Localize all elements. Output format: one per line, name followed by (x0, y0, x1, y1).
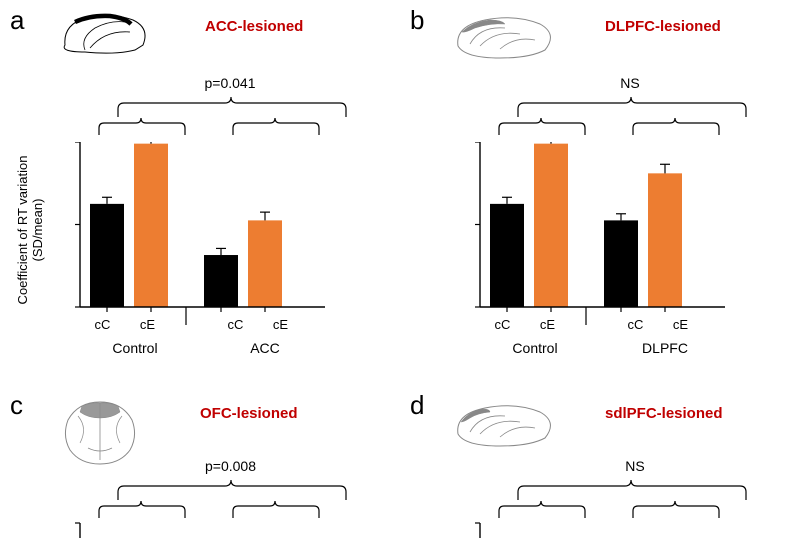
group-a-1: ACC (225, 340, 305, 356)
panel-label-a: a (10, 5, 24, 36)
chart-b: 0.30.40.5 (475, 142, 770, 332)
panel-title-d: sdlPFC-lesioned (605, 405, 723, 422)
xcat-b-3: cE (663, 317, 698, 332)
ylabel-a: Coefficient of RT variation (SD/mean) (15, 145, 45, 315)
significance-a: p=0.041 (200, 75, 260, 91)
panel-title-b: DLPFC-lesioned (605, 18, 721, 35)
chart-a: 0.30.40.5 (75, 142, 370, 332)
xcat-b-1: cE (530, 317, 565, 332)
panel-label-d: d (410, 390, 424, 421)
xcat-b-2: cC (618, 317, 653, 332)
bracket-main-b (515, 95, 755, 119)
chart-d: 0.5 (475, 518, 770, 538)
significance-d: NS (615, 458, 655, 474)
bracket-right-d (630, 500, 725, 520)
panel-b: b DLPFC-lesioned NS 0.30.40.5 cC cE cC c… (400, 0, 800, 390)
panel-title-a: ACC-lesioned (205, 18, 303, 35)
group-b-1: DLPFC (625, 340, 705, 356)
group-a-0: Control (95, 340, 175, 356)
panel-d: d sdlPFC-lesioned NS 0.5 (400, 390, 800, 530)
brain-diagram-a (55, 10, 155, 65)
chart-c: 0.5 (75, 518, 370, 538)
bracket-main-a (115, 95, 355, 119)
bracket-right-a (230, 117, 325, 137)
bracket-main-d (515, 478, 755, 502)
bracket-right-b (630, 117, 725, 137)
xcat-a-0: cC (85, 317, 120, 332)
xcat-b-0: cC (485, 317, 520, 332)
significance-b: NS (610, 75, 650, 91)
xcat-a-1: cE (130, 317, 165, 332)
bracket-left-c (96, 500, 191, 520)
panel-title-c: OFC-lesioned (200, 405, 298, 422)
bracket-left-a (96, 117, 191, 137)
bracket-left-b (496, 117, 591, 137)
panel-label-c: c (10, 390, 23, 421)
ylabel-a-line1: Coefficient of RT variation (15, 145, 30, 315)
brain-diagram-d (450, 402, 560, 452)
panel-a: a ACC-lesioned p=0.041 Coefficient of RT… (0, 0, 400, 390)
group-b-0: Control (495, 340, 575, 356)
brain-diagram-b (450, 14, 560, 64)
panel-c: c OFC-lesioned p=0.008 0.5 (0, 390, 400, 530)
xcat-a-2: cC (218, 317, 253, 332)
bracket-main-c (115, 478, 355, 502)
xcat-a-3: cE (263, 317, 298, 332)
bracket-right-c (230, 500, 325, 520)
brain-diagram-c (58, 398, 143, 468)
bracket-left-d (496, 500, 591, 520)
panel-label-b: b (410, 5, 424, 36)
ylabel-a-line2: (SD/mean) (30, 145, 45, 315)
significance-c: p=0.008 (198, 458, 263, 474)
